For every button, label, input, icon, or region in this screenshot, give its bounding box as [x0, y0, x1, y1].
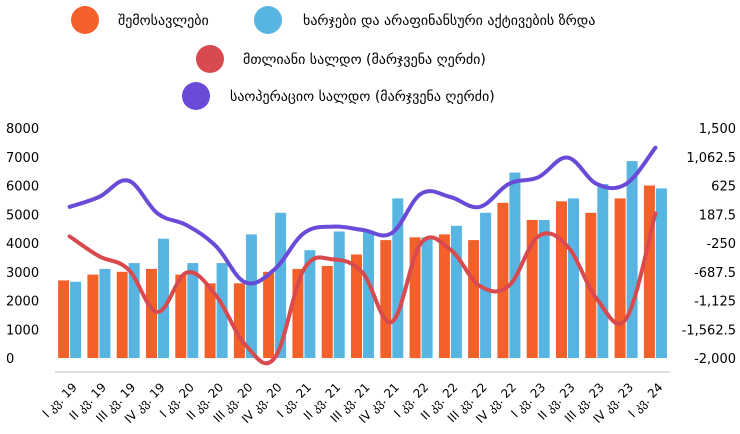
legend-primary-balance-marker — [182, 82, 210, 110]
legend-overall-balance-marker — [196, 45, 224, 73]
right-tick-label: 187.5 — [699, 208, 736, 223]
expenditure-bar-3 — [158, 238, 169, 358]
expenditure-bar-9 — [333, 231, 345, 358]
expenditure-bar-1 — [99, 268, 111, 358]
legend-expenditure-marker — [254, 6, 282, 34]
revenue-bar-16 — [526, 220, 538, 358]
revenue-bar-10 — [351, 254, 362, 358]
left-tick-label: 0 — [6, 352, 14, 367]
revenue-bar-4 — [175, 274, 187, 358]
expenditure-bar-2 — [128, 263, 140, 358]
revenue-bar-14 — [468, 240, 480, 358]
expenditure-bar-18 — [597, 184, 609, 358]
right-tick-label: -1,125 — [694, 295, 736, 310]
revenue-bar-1 — [87, 274, 99, 358]
revenue-bar-17 — [556, 201, 567, 358]
left-tick-label: 4000 — [6, 237, 39, 252]
legend: შემოსავლები ხარჯები და არაფინანსური აქტივ… — [71, 6, 595, 110]
lines-group — [67, 145, 658, 366]
expenditure-bar-11 — [392, 198, 404, 358]
expenditure-bar-0 — [70, 281, 82, 358]
revenue-bar-11 — [380, 240, 392, 358]
expenditure-bar-16 — [538, 220, 550, 358]
left-axis: 0 1000 2000 3000 4000 5000 6000 7000 8000 — [6, 122, 39, 367]
expenditure-bar-6 — [245, 234, 257, 358]
expenditure-bar-8 — [304, 250, 316, 358]
overall-balance-line — [67, 211, 658, 366]
expenditure-bar-10 — [363, 231, 374, 358]
right-tick-label: -250 — [706, 237, 736, 252]
revenue-bar-9 — [321, 266, 333, 358]
right-tick-label: -1,562.5 — [682, 323, 736, 338]
expenditure-bar-7 — [275, 212, 287, 358]
revenue-bar-12 — [409, 237, 421, 359]
revenue-bar-7 — [263, 271, 275, 359]
legend-overall-balance: მთლიანი სალდო (მარჯვენა ღერძი) — [196, 45, 486, 73]
left-tick-label: 3000 — [6, 266, 39, 281]
right-tick-label: -2,000 — [694, 352, 736, 367]
expenditure-bar-19 — [626, 161, 638, 358]
left-tick-label: 8000 — [6, 122, 39, 137]
left-tick-label: 5000 — [6, 208, 39, 223]
left-tick-label: 2000 — [6, 295, 39, 310]
expenditure-bar-13 — [450, 225, 462, 359]
expenditure-bar-20 — [655, 188, 667, 358]
primary-balance-line — [67, 145, 658, 286]
right-tick-label: -687.5 — [694, 266, 736, 281]
right-tick-label: 1,062.5 — [686, 151, 736, 166]
expenditure-bar-5 — [216, 263, 228, 358]
legend-revenue: შემოსავლები — [71, 6, 209, 34]
left-tick-label: 1000 — [6, 323, 39, 338]
revenue-bar-6 — [233, 283, 245, 359]
right-tick-label: 1,500 — [699, 122, 736, 137]
revenue-bar-3 — [146, 268, 157, 358]
left-tick-label: 6000 — [6, 180, 39, 195]
revenue-bar-13 — [438, 234, 450, 358]
legend-expenditure: ხარჯები და არაფინანსური აქტივების ზრდა — [254, 6, 595, 34]
expenditure-bar-4 — [187, 263, 199, 358]
revenue-bar-5 — [204, 283, 216, 359]
legend-primary-balance-label: საოპერაციო სალდო (მარჯვენა ღერძი) — [230, 88, 495, 105]
right-tick-label: 625 — [711, 180, 736, 195]
revenue-bar-0 — [58, 280, 70, 358]
revenue-bar-19 — [614, 198, 626, 358]
revenue-bar-20 — [643, 185, 655, 358]
expenditure-bar-17 — [568, 198, 579, 358]
legend-primary-balance: საოპერაციო სალდო (მარჯვენა ღერძი) — [182, 82, 495, 110]
legend-overall-balance-label: მთლიანი სალდო (მარჯვენა ღერძი) — [243, 51, 486, 68]
revenue-bar-2 — [116, 271, 128, 359]
legend-revenue-marker — [71, 6, 99, 34]
expenditure-bar-12 — [421, 237, 433, 359]
revenue-bar-15 — [497, 202, 509, 359]
expenditure-bar-14 — [480, 212, 492, 358]
bars-group — [58, 161, 667, 359]
legend-revenue-label: შემოსავლები — [118, 13, 209, 29]
revenue-bar-8 — [292, 268, 304, 358]
left-tick-label: 7000 — [6, 151, 39, 166]
expenditure-bar-15 — [509, 172, 521, 358]
right-axis: -2,000 -1,562.5 -1,125 -687.5 -250 187.5 625 1,… — [682, 122, 736, 367]
legend-expenditure-label: ხარჯები და არაფინანსური აქტივების ზრდა — [303, 12, 595, 29]
